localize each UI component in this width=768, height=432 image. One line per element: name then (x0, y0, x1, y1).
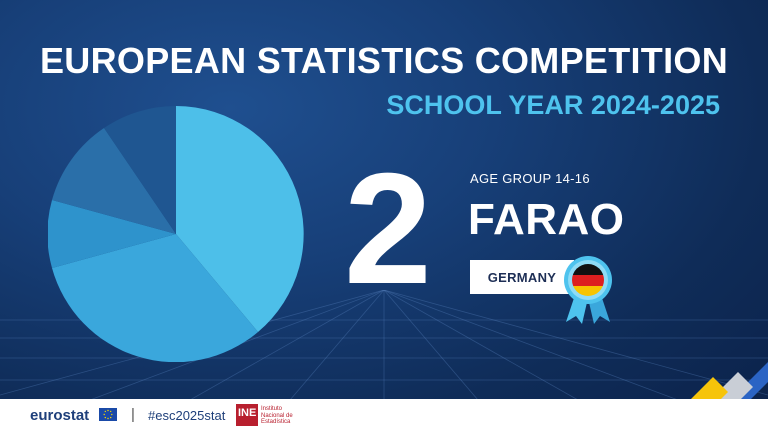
eu-flag-icon (99, 408, 117, 421)
team-name: FARAO (468, 195, 625, 244)
page-title: EUROPEAN STATISTICS COMPETITION (40, 40, 728, 81)
ine-logo-letters: INE (238, 407, 257, 419)
pie-slice-large (176, 106, 304, 332)
hashtag-label: #esc2025stat (148, 408, 226, 423)
pie-slice-top (104, 106, 176, 234)
germany-flag-rosette-icon (564, 256, 612, 324)
pie-slice-upper-left (52, 128, 176, 234)
pie-slice-left (48, 200, 176, 268)
rank-number: 2 (344, 141, 432, 317)
eurostat-logo-text: eurostat (30, 407, 90, 424)
ine-institute-name: Instituto Nacional de Estadística (261, 406, 293, 425)
pie-slice-bottom (52, 234, 258, 362)
school-year-subtitle: SCHOOL YEAR 2024-2025 (386, 90, 720, 120)
ine-logo-icon (236, 404, 258, 426)
pie-chart-graphic (48, 106, 304, 362)
footer-bar: eurostat | #esc2025stat INE Instituto Na… (0, 399, 768, 432)
country-label: GERMANY (487, 269, 557, 285)
country-badge: GERMANY (470, 260, 574, 294)
age-group-label: AGE GROUP 14-16 (470, 171, 590, 186)
footer-separator: | (131, 406, 135, 423)
